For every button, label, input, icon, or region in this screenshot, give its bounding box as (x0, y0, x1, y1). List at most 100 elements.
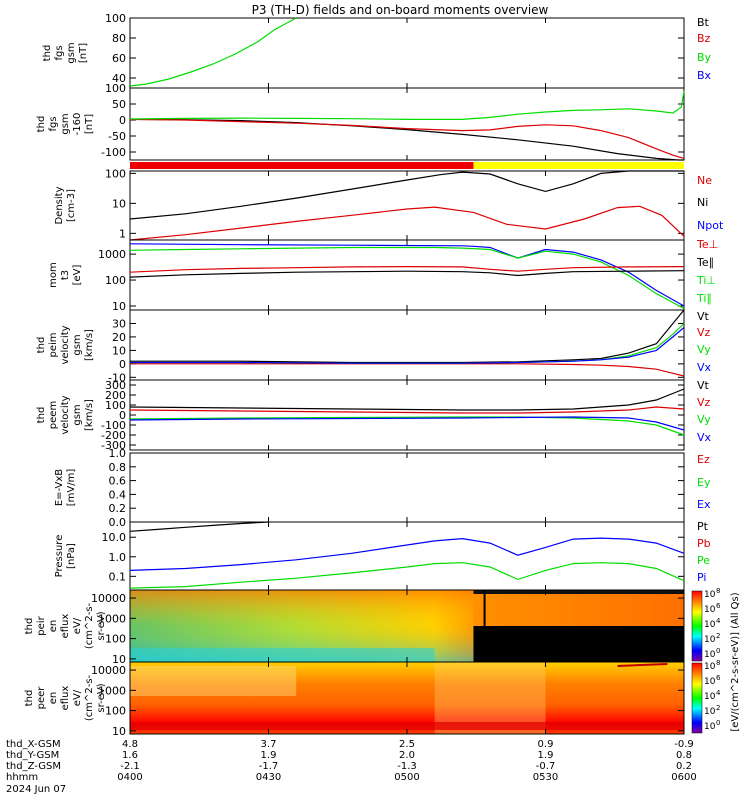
y-tick-label: 0.2 (109, 502, 127, 515)
axis-row-value: -0.7 (536, 761, 556, 772)
y-tick-label: 100 (105, 167, 126, 180)
y-tick-label: -300 (101, 439, 126, 452)
y-tick-label: -10 (108, 371, 126, 384)
legend-label: Te⊥ (696, 238, 718, 251)
legend-label: Vx (697, 361, 712, 374)
panel-frame (129, 309, 685, 381)
colorbar-strip (691, 662, 703, 734)
series-te- (129, 270, 685, 278)
axis-row-value: 0500 (394, 772, 419, 783)
colorbar-tick: 10 (704, 650, 716, 660)
colorbar-exponent: 2 (716, 704, 720, 712)
axis-row-value: -1.3 (397, 761, 417, 772)
y-tick-label: 30 (112, 317, 126, 330)
y-tick-label: 10000 (91, 664, 126, 677)
y-tick-label: 1.0 (109, 447, 127, 460)
y-tick-label: 0.4 (109, 488, 127, 501)
axis-row-value: 2.5 (399, 739, 415, 750)
y-axis-label: peim (48, 332, 59, 357)
legend-label: Bt (697, 16, 710, 29)
y-tick-label: 1 (119, 227, 126, 240)
y-axis-label: sr-eV) (96, 611, 107, 640)
series-vy (130, 323, 685, 364)
y-tick-label: -50 (108, 130, 126, 143)
axis-row-value: 0400 (117, 772, 142, 783)
x-axis-labels: thd_X-GSM 4.8 3.7 2.5 0.9 -0.9 thd_Y-GSM 1.6 1.9… (6, 739, 697, 795)
axis-row-value: 1.9 (538, 750, 554, 761)
y-axis-label: Density (54, 186, 65, 224)
legend-label: Ti∥ (696, 292, 712, 305)
axis-row-label: thd_Y-GSM (6, 750, 59, 761)
y-axis-label: [km/s] (84, 329, 95, 361)
legend-label: Vz (697, 326, 711, 339)
peir-spectrogram (130, 590, 684, 662)
legend-label: Vy (697, 413, 711, 426)
series-ne (129, 205, 685, 241)
spec-low (130, 648, 435, 662)
y-tick-label: 0.0 (109, 516, 127, 529)
y-axis-label: fgs (54, 45, 65, 60)
colorbar-tick: 10 (704, 620, 716, 630)
y-tick-label: 1000 (98, 612, 126, 625)
y-tick-label: 10 (112, 197, 126, 210)
legend-label: Ez (697, 453, 710, 466)
colorbar-tick: 10 (704, 722, 716, 732)
colorbar-exponent: 8 (716, 659, 720, 667)
y-axis-label: thd (36, 407, 47, 424)
y-tick-label: 0.6 (109, 475, 127, 488)
axis-row-value: -2.1 (120, 761, 140, 772)
axis-row-value: 0.2 (676, 761, 692, 772)
colorbar-tick: 10 (704, 605, 716, 615)
colorbar-exponent: 0 (716, 719, 720, 727)
colorbar-exponent: 6 (716, 674, 721, 682)
y-axis-label: peem (48, 401, 59, 429)
y-tick-label: 1.0 (109, 551, 127, 564)
y-tick-label: 0 (119, 114, 126, 127)
y-axis-label: [km/s] (84, 399, 95, 431)
colorbar-tick: 10 (704, 635, 716, 645)
y-axis-label: velocity (60, 325, 71, 364)
legend-label: Ni (697, 196, 708, 209)
y-tick-label: 0 (119, 358, 126, 371)
axis-row-value: 0530 (533, 772, 558, 783)
series-green (129, 91, 685, 121)
axis-row-value: 3.7 (261, 739, 277, 750)
legend-label: Pt (697, 520, 709, 533)
colorbar-exponent: 8 (716, 587, 720, 595)
mode-segment (130, 162, 474, 169)
y-tick-label: 10 (112, 653, 126, 666)
axis-date: 2024 Jun 07 (6, 784, 66, 795)
y-axis-label: (cm^2-s- (84, 602, 95, 649)
legend-label: Ex (697, 498, 711, 511)
y-axis-label: eV/ (72, 689, 83, 706)
panel-peer_eflux: 10000 1000 100 10 thd peer en eflux eV/(cm^2-s-s… (24, 661, 685, 738)
series-vz (130, 363, 685, 377)
axis-row-value: 0430 (256, 772, 281, 783)
y-tick-label: -100 (101, 146, 126, 159)
colorbar-strip (691, 590, 703, 662)
series-pe (129, 562, 685, 589)
y-axis-label: peir (36, 615, 47, 635)
y-axis-label: gsm (66, 42, 77, 63)
spec-black (473, 626, 684, 662)
y-tick-label: 60 (112, 52, 126, 65)
legend-label: Pe (697, 554, 710, 567)
y-axis-label: [eV] (72, 265, 83, 286)
spec-light (130, 666, 297, 696)
y-tick-label: 10.0 (102, 531, 127, 544)
legend-label: Npot (697, 219, 724, 232)
spec-redband (130, 722, 684, 730)
panel-temperature: 1000 100 10 mom t3 [eV] Te⊥ Te∥ Ti⊥ Ti∥ (48, 238, 718, 313)
panel-frame (129, 17, 685, 89)
panel-frame (129, 170, 685, 241)
y-tick-label: 100 (105, 399, 126, 412)
series-vz (129, 406, 685, 414)
axis-row-value: 0.8 (676, 750, 692, 761)
y-tick-label: -100 (101, 419, 126, 432)
axis-row-value: 0.9 (538, 739, 554, 750)
series-vx (130, 327, 685, 364)
series-bt (129, 17, 297, 87)
y-tick-label: 20 (112, 331, 126, 344)
